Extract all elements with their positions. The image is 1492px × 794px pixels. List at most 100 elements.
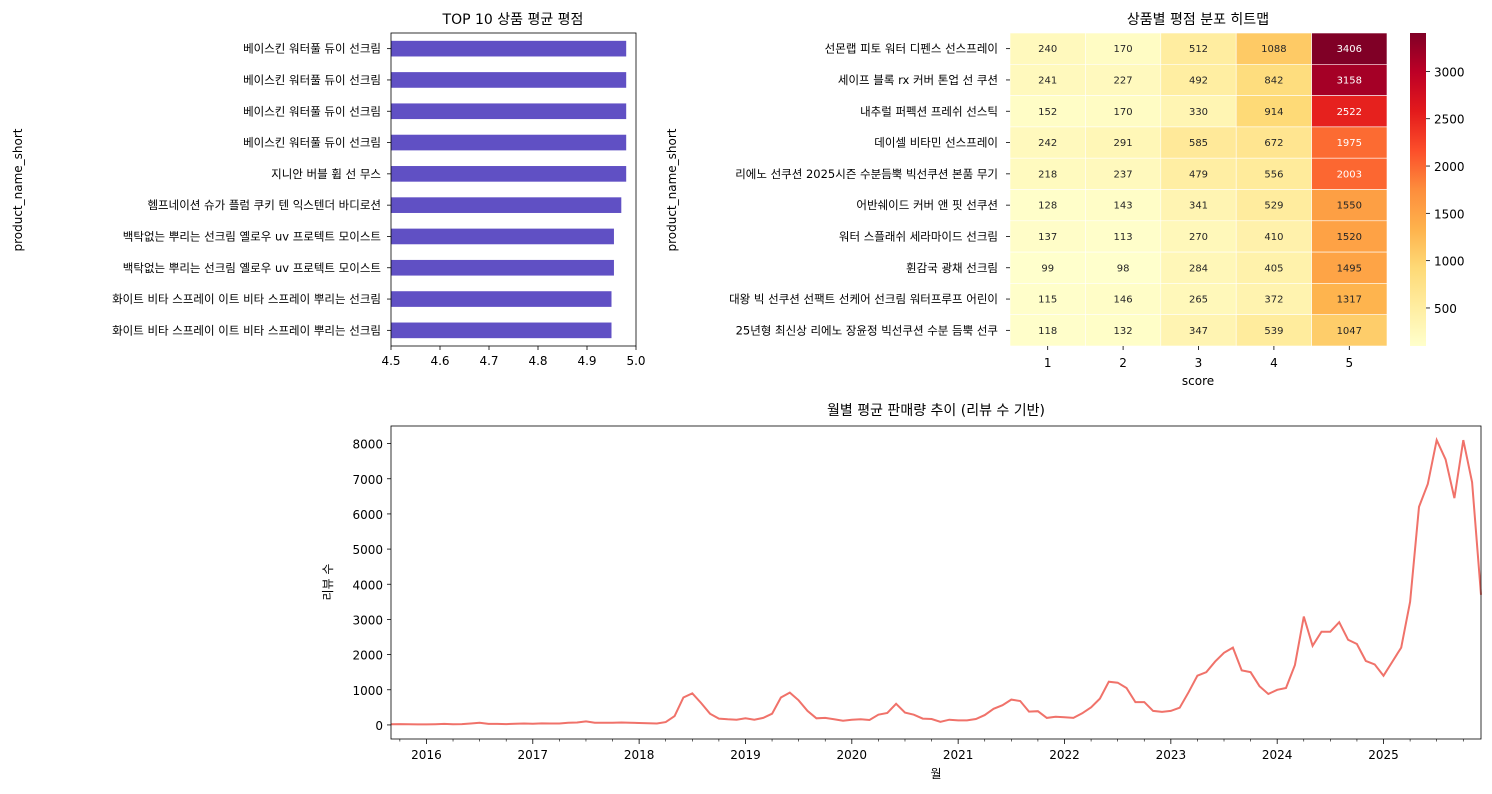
heatmap-cell-value: 270 [1189,232,1208,243]
line-ytick-label: 5000 [352,543,383,557]
line-xtick-label: 2022 [1049,748,1080,762]
bar-chart-title: TOP 10 상품 평균 평점 [442,12,584,28]
bar [391,103,627,120]
heatmap-row-label: 어반쉐이드 커버 앤 핏 선쿠션 [856,198,998,212]
line-ytick-label: 1000 [352,684,383,698]
heatmap-cell [1235,157,1312,190]
heatmap-cell-value: 118 [1038,326,1057,337]
heatmap-cell-value: 1088 [1261,44,1286,55]
heatmap-cell [1009,126,1086,159]
heatmap-cell-value: 98 [1117,263,1130,274]
heatmap-cell-value: 265 [1189,295,1208,306]
heatmap-cell [1160,283,1237,315]
heatmap-cell [1235,314,1312,347]
heatmap-cell-value: 539 [1264,326,1283,337]
heatmap-cell [1160,220,1237,253]
heatmap-cell [1160,251,1237,284]
heatmap-cell [1235,283,1312,315]
line-xtick-label: 2025 [1368,748,1399,762]
bar-chart-ylabel: product_name_short [11,128,25,251]
bar [391,228,614,245]
bar-category-label: 백탁없는 뿌리는 선크림 옐로우 uv 프로텍트 모이스트 [123,261,381,275]
heatmap-cell-value: 512 [1189,44,1208,55]
heatmap-cell-value: 99 [1041,263,1054,274]
heatmap-cell-value: 284 [1189,263,1208,274]
heatmap-cell-value: 1520 [1337,232,1362,243]
bar-category-label: 화이트 비타 스프레이 이트 비타 스프레이 뿌리는 선크림 [112,323,381,337]
heatmap-row-label: 내추럴 퍼펙션 프레쉬 선스틱 [860,104,998,118]
heatmap-cell [1235,251,1312,284]
bar-category-label: 백탁없는 뿌리는 선크림 옐로우 uv 프로텍트 모이스트 [123,229,381,243]
heatmap-cell-value: 143 [1114,201,1133,212]
heatmap-cell-value: 227 [1114,75,1133,86]
heatmap-chart: 상품별 평점 분포 히트맵 product_name_short score 2… [665,12,1465,388]
heatmap-cell-value: 291 [1114,138,1133,149]
heatmap-cell-value: 347 [1189,326,1208,337]
heatmap-cell-value: 152 [1038,107,1057,118]
heatmap-cell-value: 1495 [1337,263,1362,274]
heatmap-cell [1311,220,1388,253]
heatmap-cell [1160,157,1237,190]
bar-xtick-label: 5.0 [626,354,645,368]
heatmap-cell-value: 479 [1189,169,1208,180]
line-chart-xlabel: 월 [930,767,941,781]
heatmap-cell [1235,95,1312,128]
colorbar-tick-label: 3000 [1434,65,1465,79]
heatmap-cell [1311,283,1388,315]
heatmap-cell [1160,64,1237,96]
heatmap-row-label: 데이셀 비타민 선스프레이 [874,136,998,150]
line-chart-title: 월별 평균 판매량 추이 (리뷰 수 기반) [827,403,1045,419]
line-chart-frame [390,425,1482,740]
heatmap-cell-value: 1975 [1337,138,1362,149]
bar-chart: TOP 10 상품 평균 평점 product_name_short 4.5 4.… [11,12,646,368]
bar [391,134,627,151]
bar-category-label: 헴프네이션 슈가 플럼 쿠키 텐 익스텐더 바디로션 [147,198,381,212]
bar-xtick-label: 4.5 [381,354,400,368]
heatmap-ylabel: product_name_short [665,128,679,251]
bar-category-label: 지니안 버블 휩 선 무스 [271,167,381,181]
colorbar-tick-label: 2500 [1434,113,1465,127]
heatmap-row-label: 세이프 블록 rx 커버 톤업 선 쿠션 [838,73,998,87]
heatmap-cell [1085,283,1162,315]
heatmap-cell-value: 405 [1264,263,1283,274]
line-ytick-label: 6000 [352,508,383,522]
heatmap-xtick-label: 3 [1195,356,1203,370]
heatmap-row-label: 휜감국 광채 선크림 [906,261,998,275]
heatmap-title: 상품별 평점 분포 히트맵 [1127,12,1269,28]
heatmap-cell-value: 128 [1038,201,1057,212]
heatmap-xtick-label: 2 [1119,356,1127,370]
heatmap-cell [1009,220,1086,253]
bar-category-label: 화이트 비타 스프레이 이트 비타 스프레이 뿌리는 선크림 [112,292,381,306]
bar-xtick-label: 4.6 [430,354,449,368]
bar-category-label: 베이스킨 워터풀 듀이 선크림 [243,42,381,56]
heatmap-cell [1009,32,1086,65]
heatmap-cell-value: 410 [1264,232,1283,243]
heatmap-cell [1160,95,1237,128]
heatmap-cell-value: 113 [1114,232,1133,243]
heatmap-cell-value: 240 [1038,44,1057,55]
line-ytick-label: 8000 [352,438,383,452]
line-xtick-label: 2017 [518,748,549,762]
bar-xtick-label: 4.9 [577,354,596,368]
heatmap-cell [1235,32,1312,65]
heatmap-cell-value: 529 [1264,201,1283,212]
heatmap-cell-value: 170 [1114,107,1133,118]
heatmap-cell [1085,32,1162,65]
heatmap-cell [1235,220,1312,253]
line-xtick-label: 2021 [943,748,974,762]
heatmap-cell [1009,283,1086,315]
heatmap-cell [1085,189,1162,222]
bar-xtick-label: 4.7 [479,354,498,368]
heatmap-xtick-label: 1 [1044,356,1052,370]
bar-chart-frame [390,32,637,347]
heatmap-cell [1311,251,1388,284]
heatmap-cell-value: 672 [1264,138,1283,149]
heatmap-row-label: 대왕 빅 선쿠션 선팩트 선케어 선크림 워터프루프 어린이 [729,292,998,306]
line-xtick-label: 2016 [411,748,442,762]
colorbar-tick-label: 1000 [1434,255,1465,269]
heatmap-cell [1311,95,1388,128]
heatmap-cell-value: 241 [1038,75,1057,86]
heatmap-row-label: 리에노 선쿠션 2025시즌 수분듬뿍 빅선쿠션 본품 무기 [735,167,998,181]
heatmap-cell-value: 492 [1189,75,1208,86]
